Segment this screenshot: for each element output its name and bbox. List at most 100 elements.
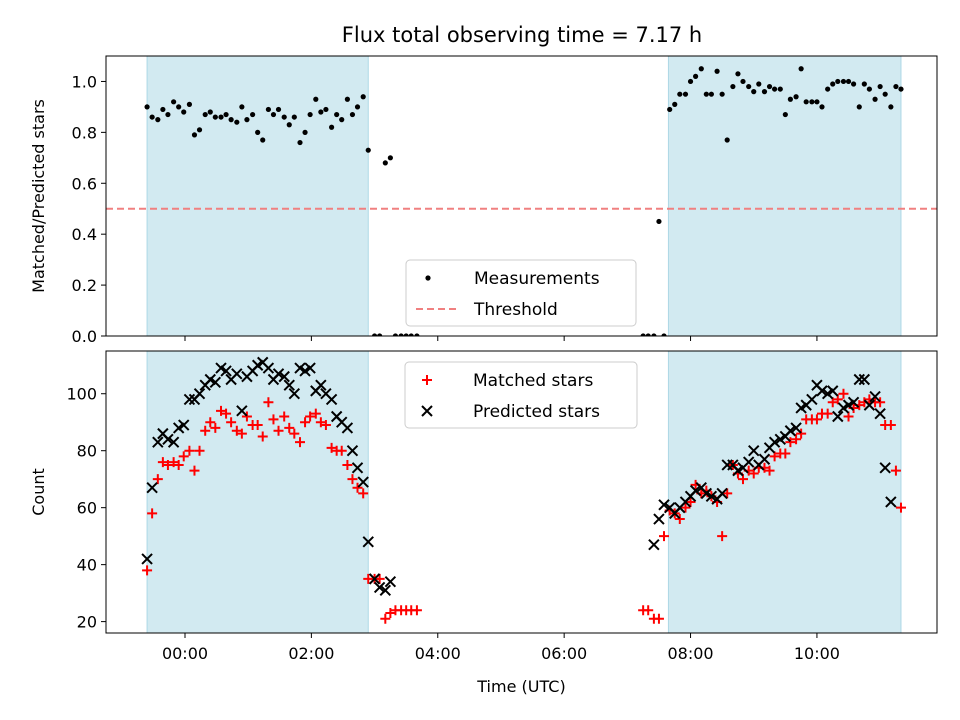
matched-star-point: [791, 434, 802, 445]
chart-title: Flux total observing time = 7.17 h: [342, 23, 702, 47]
matched-star-point: [385, 608, 396, 619]
predicted-star-point: [167, 436, 180, 448]
matched-star-point: [827, 397, 838, 408]
measurement-point: [751, 89, 757, 95]
measurement-point: [414, 333, 420, 336]
matched-star-point: [300, 417, 311, 428]
measurement-point: [354, 104, 361, 110]
matched-star-point: [178, 451, 189, 462]
legend: Measurements Threshold: [405, 259, 637, 327]
measurement-point: [740, 78, 746, 85]
matched-star-point: [674, 514, 685, 525]
measurement-point: [155, 117, 161, 123]
measurement-point: [735, 71, 741, 77]
measurement-point: [882, 91, 888, 97]
measurement-point: [835, 78, 841, 85]
predicted-star-point: [827, 385, 839, 397]
measurement-point: [687, 78, 694, 85]
predicted-star-point: [832, 410, 844, 423]
predicted-star-point: [748, 444, 760, 457]
matched-star-point: [205, 417, 216, 428]
predicted-star-point: [869, 390, 881, 403]
plot-area: [106, 56, 937, 336]
plot-area: [141, 351, 906, 633]
matched-star-point: [241, 411, 252, 422]
matched-star-point: [194, 445, 205, 456]
predicted-star-point: [209, 376, 222, 389]
predicted-star-point: [178, 419, 190, 431]
x-tick-label: 00:00: [162, 644, 208, 663]
matched-star-point: [843, 411, 854, 422]
matched-star-point: [310, 408, 321, 419]
measurement-point: [724, 137, 730, 143]
matched-star-point: [411, 605, 422, 616]
matched-star-point: [822, 408, 833, 419]
matched-star-point: [142, 565, 153, 576]
matched-star-point: [268, 414, 279, 425]
measurement-point: [165, 111, 171, 118]
predicted-star-point: [384, 576, 397, 588]
measurement-point: [223, 111, 229, 118]
measurement-point: [275, 106, 282, 113]
measurement-point: [281, 114, 287, 120]
matched-star-point: [336, 445, 347, 456]
y-tick-label: 0.8: [72, 123, 97, 142]
measurement-point: [228, 117, 234, 123]
matched-star-point: [289, 428, 300, 439]
measurement-point: [171, 99, 177, 105]
measurement-point: [787, 96, 793, 102]
matched-star-point: [326, 442, 337, 453]
measurement-point: [692, 73, 699, 79]
predicted-star-point: [373, 581, 386, 594]
x-tick-label: 06:00: [541, 644, 587, 663]
measurement-point: [349, 111, 356, 118]
count-panel: 20 40 60 80 100 00:00 02:00 04:00 06:00 08:00 10:0…: [29, 350, 938, 696]
predicted-star-point: [272, 368, 285, 380]
predicted-star-point: [220, 365, 232, 377]
measurement-point: [771, 86, 778, 92]
predicted-star-point: [784, 425, 797, 437]
matched-star-point: [263, 397, 274, 408]
measurement-point: [819, 104, 825, 110]
matched-star-point: [284, 422, 295, 433]
x-tick-label: 04:00: [415, 644, 461, 663]
measurement-point: [360, 94, 366, 100]
predicted-star-point: [141, 553, 153, 565]
matched-star-point: [895, 502, 906, 513]
measurement-point: [176, 104, 182, 110]
measurement-point: [202, 111, 208, 118]
predicted-star-point: [689, 484, 702, 497]
measurement-point: [408, 333, 414, 336]
observing-window-band: [146, 56, 369, 336]
predicted-star-point: [346, 444, 359, 457]
matched-star-point: [189, 465, 200, 476]
legend-swatch-measurements: [425, 275, 431, 281]
legend-box: [404, 361, 638, 429]
x-tick-label: 08:00: [667, 644, 713, 663]
matched-star-point: [680, 502, 691, 513]
matched-star-point: [226, 417, 237, 428]
predicted-star-point: [315, 379, 327, 391]
measurement-point: [212, 114, 218, 120]
matched-star-point: [216, 405, 227, 416]
x-tick-label: 10:00: [794, 644, 840, 663]
predicted-star-point: [853, 373, 865, 386]
measurement-point: [196, 127, 203, 133]
matched-star-point: [168, 457, 179, 468]
measurement-point: [207, 109, 213, 115]
y-axis-label: Matched/Predicted stars: [29, 99, 48, 293]
matched-star-point: [147, 508, 158, 519]
predicted-star-point: [648, 538, 660, 551]
matched-star-point: [653, 613, 664, 624]
measurement-point: [181, 109, 187, 115]
matched-star-point: [811, 414, 822, 425]
measurement-point: [656, 218, 662, 225]
predicted-star-point: [768, 436, 781, 448]
predicted-star-point: [325, 393, 338, 406]
matched-star-point: [764, 465, 775, 476]
measurement-point: [708, 91, 714, 97]
legend-box: [405, 259, 637, 327]
measurement-point: [651, 333, 657, 336]
measurement-point: [244, 117, 250, 123]
